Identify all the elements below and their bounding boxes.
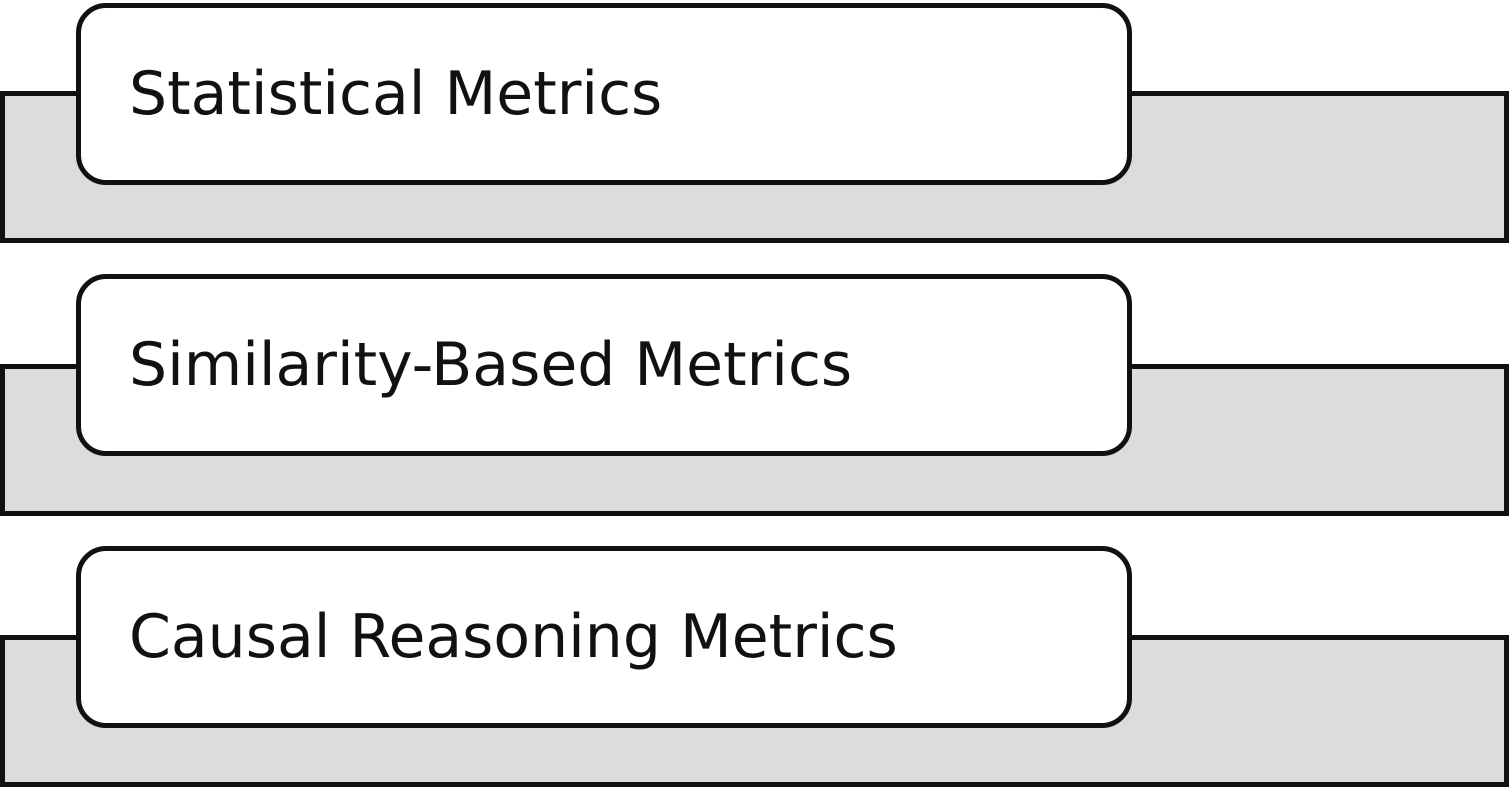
card-label: Statistical Metrics — [129, 59, 663, 129]
card-causal-reasoning-metrics: Causal Reasoning Metrics — [76, 546, 1132, 728]
card-label: Causal Reasoning Metrics — [129, 602, 898, 672]
card-label: Similarity-Based Metrics — [129, 330, 853, 400]
card-similarity-based-metrics: Similarity-Based Metrics — [76, 274, 1132, 456]
card-statistical-metrics: Statistical Metrics — [76, 3, 1132, 185]
